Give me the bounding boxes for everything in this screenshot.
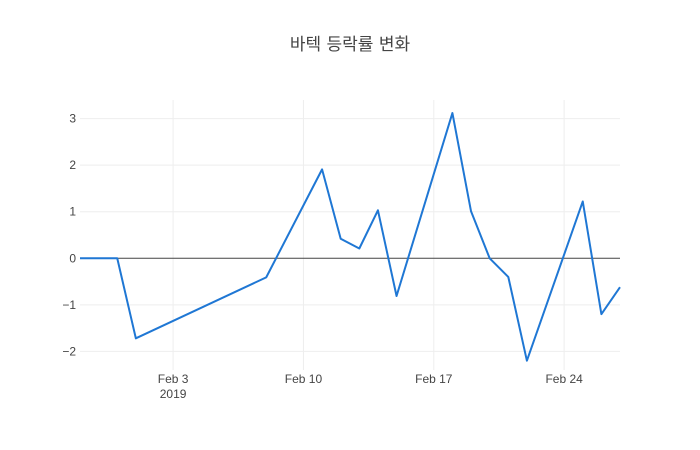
grid [80, 100, 620, 370]
y-tick-label: 2 [69, 158, 76, 172]
y-tick-label: 3 [69, 112, 76, 126]
y-tick-label: 0 [69, 251, 76, 265]
x-tick-label: Feb 10 [285, 372, 323, 386]
x-tick-label: Feb 17 [415, 372, 453, 386]
y-tick-label: 1 [69, 205, 76, 219]
chart-title: 바텍 등락률 변화 [290, 35, 411, 55]
y-tick-label: −2 [62, 344, 76, 358]
x-tick-year-label: 2019 [160, 387, 187, 401]
x-tick-label: Feb 3 [158, 372, 189, 386]
x-tick-label: Feb 24 [545, 372, 583, 386]
y-axis-ticks: 3 2 1 0 −1 −2 [62, 112, 76, 359]
series-layer [80, 112, 621, 362]
series-line [80, 112, 621, 362]
y-tick-label: −1 [62, 298, 76, 312]
